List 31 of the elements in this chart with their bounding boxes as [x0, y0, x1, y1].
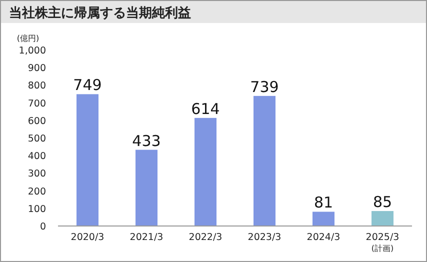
x-tick-label: 2025/3 (計画) — [366, 232, 400, 253]
y-tick-label: 700 — [28, 98, 46, 110]
data-label: 739 — [250, 78, 279, 96]
x-tick-label: 2023/3 — [248, 232, 282, 243]
bar — [254, 96, 276, 226]
bar — [194, 118, 216, 226]
data-label: 85 — [372, 193, 392, 212]
x-tick-label: 2024/3 — [306, 232, 340, 243]
x-tick-label: 2022/3 — [188, 232, 222, 243]
x-tick-label: 2021/3 — [130, 232, 164, 243]
y-tick-label: 0 — [40, 222, 46, 232]
y-tick-label: 600 — [28, 116, 46, 127]
y-tick-label: 1,000 — [18, 46, 46, 56]
bar — [312, 212, 334, 226]
bar — [76, 94, 98, 226]
data-label: 433 — [132, 132, 161, 150]
bar — [372, 211, 394, 226]
chart-title: 当社株主に帰属する当期純利益 — [9, 5, 191, 21]
y-tick-label: 800 — [28, 80, 46, 92]
y-tick-label: 300 — [28, 168, 46, 180]
data-label: 749 — [73, 76, 102, 94]
x-tick-label: 2020/3 — [70, 232, 104, 243]
data-label: 81 — [314, 194, 334, 212]
bar — [136, 150, 158, 226]
y-tick-label: 200 — [28, 186, 46, 198]
y-tick-label: 100 — [28, 204, 46, 215]
y-tick-label: 900 — [28, 63, 46, 74]
y-tick-label: 400 — [28, 151, 46, 162]
y-tick-label: 500 — [28, 134, 46, 144]
data-label: 614 — [191, 100, 220, 118]
y-axis-title: (億円) — [16, 34, 40, 43]
